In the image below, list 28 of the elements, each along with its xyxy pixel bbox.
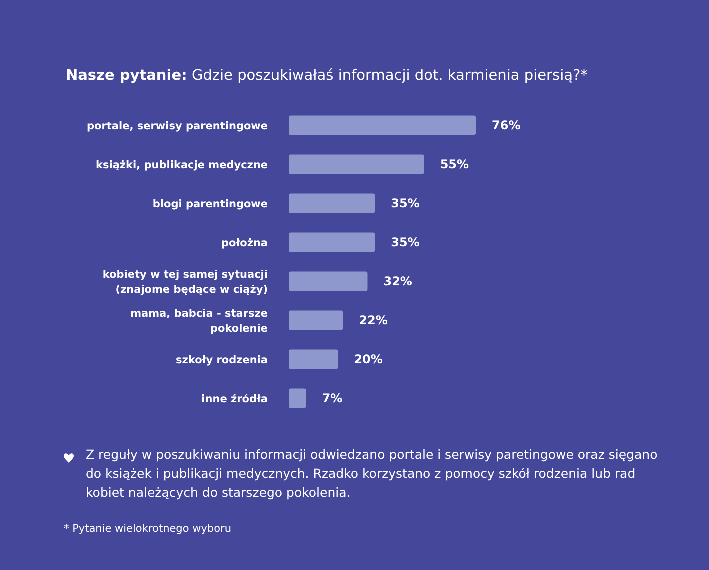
bar bbox=[289, 350, 338, 370]
chart-subtitle: Gdzie poszukiwałaś informacji dot. karmienia piersią?* bbox=[187, 68, 588, 84]
y-tick-label: portale, serwisy parentingowe bbox=[87, 120, 268, 132]
y-tick-label: inne źródła bbox=[202, 394, 268, 406]
y-tick-label: położna bbox=[221, 238, 268, 250]
bar bbox=[289, 116, 476, 136]
bar bbox=[289, 154, 424, 174]
y-tick-label: książki, publikacje medyczne bbox=[96, 160, 268, 172]
y-tick-label: blogi parentingowe bbox=[152, 198, 268, 210]
bar bbox=[289, 232, 376, 252]
y-tick-label: szkoły rodzenia bbox=[176, 354, 268, 366]
data-label: 22% bbox=[359, 314, 388, 328]
text: * Pytanie wielokrotnego wyboru bbox=[64, 523, 232, 535]
y-tick-label: mama, babcia - starsze pokolenie bbox=[130, 308, 268, 335]
data-label: 35% bbox=[391, 196, 420, 210]
data-label: 20% bbox=[354, 352, 383, 366]
data-label: 32% bbox=[384, 274, 412, 288]
text: Z reguły w poszukiwaniu informacji odwiedzano portale i serwisy paretingowe oraz sięgano do książek i publikacji medycznych. Rzadko korzystano z pomocy szkół rodzenia lub rad kobiet należących do starszego pokolenia. bbox=[86, 446, 659, 502]
data-label: 55% bbox=[440, 158, 470, 172]
y-tick-label: kobiety w tej samej sytuacji (znajome będące w ciąży) bbox=[102, 269, 268, 296]
text: Nasze pytanie: bbox=[66, 68, 188, 84]
bar bbox=[289, 194, 376, 214]
bar bbox=[289, 272, 368, 292]
data-label: 35% bbox=[391, 236, 420, 250]
data-label: 76% bbox=[492, 118, 521, 132]
bar bbox=[289, 310, 344, 330]
bar bbox=[289, 388, 306, 408]
data-label: 7% bbox=[322, 392, 343, 406]
